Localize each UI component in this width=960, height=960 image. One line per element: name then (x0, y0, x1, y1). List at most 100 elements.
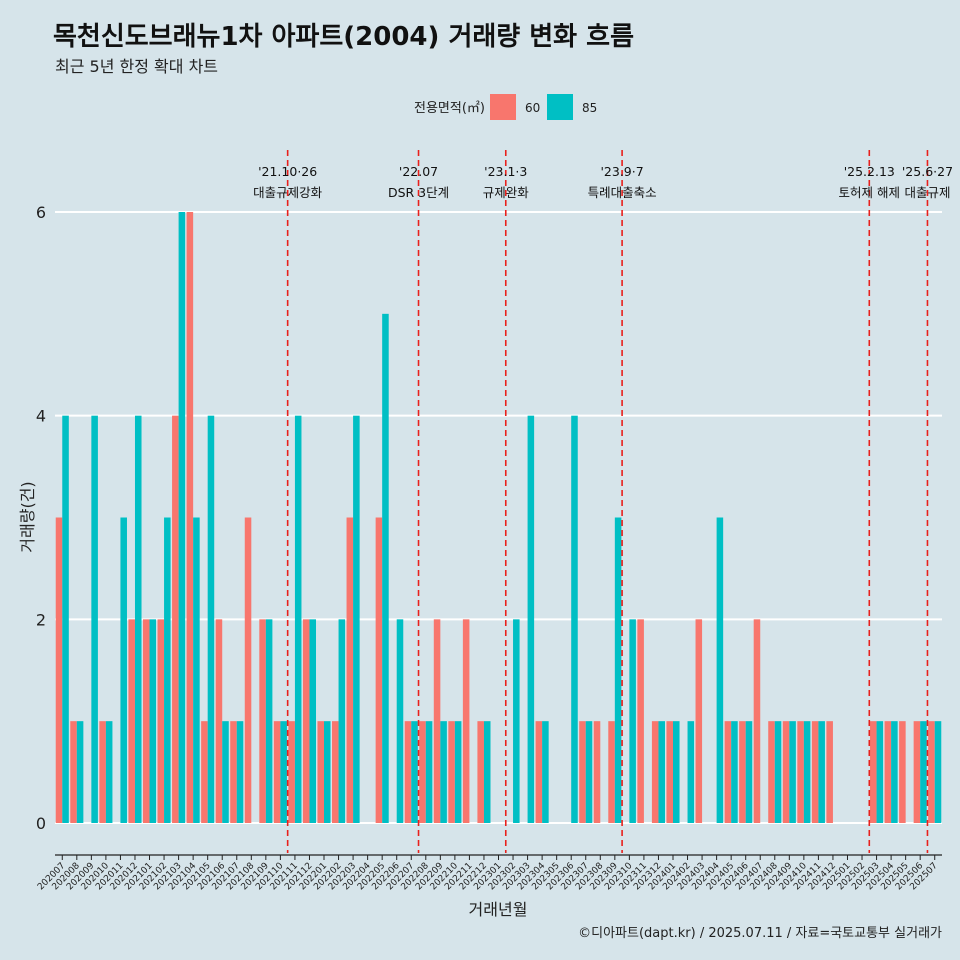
bar-60-202202 (332, 721, 339, 823)
bar-85-202209 (440, 721, 447, 823)
bar-85-202207 (411, 721, 418, 823)
bar-85-202105 (207, 415, 215, 823)
bar-60-202406 (739, 721, 746, 823)
bar-85-202208 (425, 721, 433, 823)
bar-60-202109 (259, 619, 266, 823)
bar-60-202102 (157, 619, 165, 823)
source-caption: ©디아파트(dapt.kr) / 2025.07.11 / 자료=국토교통부 실… (578, 926, 942, 941)
bar-60-202503 (870, 721, 877, 823)
bar-85-202009 (91, 415, 98, 823)
bar-85-202409 (789, 721, 796, 823)
bar-85-202504 (891, 721, 898, 823)
bar-60-202304 (535, 721, 543, 823)
chart-title: 목천신도브래뉴1차 아파트(2004) 거래량 변화 흐름 (53, 22, 634, 52)
bar-85-202107 (236, 721, 244, 823)
y-tick-label: 0 (36, 814, 46, 833)
event-date-label: '25.6·27 (902, 164, 953, 179)
bar-85-202503 (876, 721, 884, 823)
bar-60-202405 (724, 721, 732, 823)
event-date-label: '23.9·7 (600, 164, 643, 179)
legend-swatch-60 (490, 94, 516, 120)
bar-85-202203 (353, 415, 360, 823)
event-name-label: 특례대출축소 (588, 185, 657, 200)
bar-85-202007 (62, 415, 69, 823)
event-name-label: 대출규제 (904, 185, 950, 200)
bar-60-202408 (768, 721, 775, 823)
bar-85-202411 (818, 721, 825, 823)
bar-85-202205 (382, 313, 389, 823)
y-tick-label: 2 (36, 610, 46, 629)
bar-85-202210 (454, 721, 462, 823)
bar-60-202507 (928, 721, 935, 823)
bar-85-202109 (265, 619, 273, 823)
x-axis-label: 거래년월 (469, 900, 528, 919)
bar-60-202410 (797, 721, 804, 823)
y-axis-label: 거래량(건) (18, 481, 37, 552)
bar-60-202108 (244, 517, 252, 823)
bar-60-202505 (899, 721, 906, 823)
bar-85-202306 (571, 415, 578, 823)
bar-60-202207 (404, 721, 412, 823)
bar-85-202110 (280, 721, 287, 823)
bar-85-202507 (934, 721, 942, 823)
bars (55, 212, 942, 823)
bar-60-202506 (913, 721, 921, 823)
bar-85-202012 (134, 415, 142, 823)
bar-85-202506 (920, 721, 927, 823)
bar-85-202212 (483, 721, 491, 823)
event-date-label: '22.07 (399, 164, 438, 179)
bar-60-202504 (884, 721, 892, 823)
bar-85-202408 (774, 721, 782, 823)
bar-60-202407 (753, 619, 761, 823)
bar-60-202111 (288, 721, 295, 823)
event-name-label: 규제완화 (483, 185, 530, 200)
bar-60-202210 (448, 721, 455, 823)
bar-60-202201 (317, 721, 325, 823)
bar-60-202107 (230, 721, 237, 823)
event-name-label: DSR 3단계 (388, 185, 449, 200)
x-axis: 2020072020082020092020102020112020122021… (36, 854, 942, 892)
bar-85-202312 (658, 721, 665, 823)
bar-60-202409 (782, 721, 790, 823)
bar-60-202112 (302, 619, 310, 823)
bar-85-202201 (324, 721, 331, 823)
legend: 전용면적(㎡) 60 85 (414, 94, 597, 120)
bar-85-202101 (149, 619, 157, 823)
bar-85-202106 (222, 721, 229, 823)
bar-60-202012 (128, 619, 135, 823)
bar-60-202203 (346, 517, 354, 823)
event-date-label: '23.1·3 (484, 164, 527, 179)
bar-85-202302 (513, 619, 520, 823)
legend-swatch-85 (547, 94, 573, 120)
bar-85-202303 (527, 415, 535, 823)
legend-title: 전용면적(㎡) (414, 101, 485, 116)
bar-60-202403 (695, 619, 703, 823)
bar-60-202103 (172, 415, 179, 823)
bar-85-202112 (309, 619, 317, 823)
y-tick-label: 6 (36, 203, 46, 222)
bar-85-202010 (105, 721, 113, 823)
bar-60-202008 (70, 721, 77, 823)
bar-60-202007 (55, 517, 63, 823)
bar-85-202309 (614, 517, 622, 823)
bar-60-202105 (201, 721, 208, 823)
bar-85-202102 (164, 517, 171, 823)
bar-85-202008 (76, 721, 84, 823)
bar-60-202211 (462, 619, 470, 823)
bar-85-202404 (716, 517, 724, 823)
bar-85-202402 (687, 721, 695, 823)
bar-60-202010 (99, 721, 106, 823)
bar-85-202202 (338, 619, 346, 823)
event-name-label: 토허제 해제 (839, 185, 900, 200)
bar-60-202401 (666, 721, 673, 823)
event-date-label: '25.2.13 (844, 164, 895, 179)
bar-60-202309 (608, 721, 615, 823)
event-lines: '21.10·26 대출규제강화 '22.07 DSR 3단계 '23.1·3 규제완화 '… (253, 150, 953, 853)
bar-60-202110 (273, 721, 281, 823)
bar-60-202312 (651, 721, 659, 823)
bar-85-202103 (178, 212, 186, 823)
bar-60-202101 (142, 619, 150, 823)
bar-85-202405 (731, 721, 738, 823)
bar-85-202310 (629, 619, 636, 823)
